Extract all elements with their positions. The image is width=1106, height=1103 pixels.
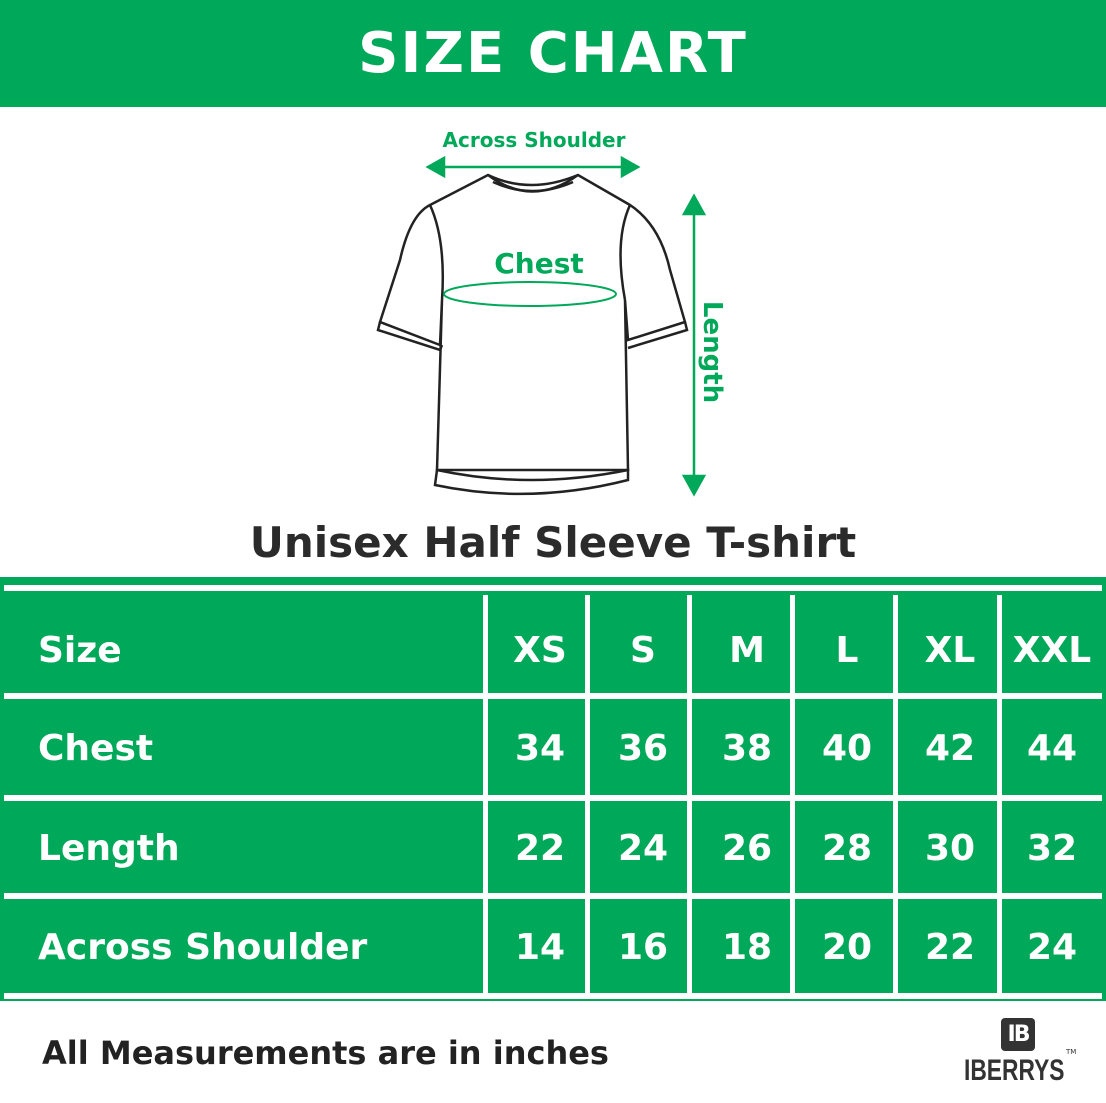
brand-logo: IB IBERRYS TM [964, 1018, 1084, 1094]
page-title: SIZE CHART [358, 21, 748, 86]
divider [4, 585, 1102, 591]
header-cell: XL [924, 629, 976, 671]
header-cell: L [835, 629, 859, 671]
divider [4, 993, 1102, 999]
measurement-note: All Measurements are in inches [42, 1034, 609, 1072]
divider [4, 795, 1102, 801]
table-cell: 44 [1026, 727, 1078, 769]
arrow-left-icon [425, 155, 446, 179]
divider [893, 595, 898, 995]
table-cell: 14 [514, 926, 566, 968]
table-cell: 34 [514, 727, 566, 769]
arrow-up-icon [681, 193, 707, 216]
divider [687, 595, 692, 995]
length-label: Length [697, 301, 727, 403]
brand-name: IBERRYS [964, 1054, 1065, 1087]
table-cell: 28 [821, 827, 873, 869]
table-cell: 24 [617, 827, 669, 869]
header-cell: S [630, 629, 656, 671]
brand-monogram: IB [1001, 1018, 1035, 1051]
divider [4, 693, 1102, 699]
divider [4, 893, 1102, 899]
table-cell: 22 [924, 926, 976, 968]
table-cell: 38 [721, 727, 773, 769]
tshirt-outline-icon [376, 173, 689, 496]
chest-label: Chest [494, 247, 584, 280]
divider [585, 595, 590, 995]
size-table: Size XS S M L XL XXL Chest 34 36 38 40 42 44 Length 22 2… [0, 577, 1106, 1001]
trademark: TM [1066, 1048, 1077, 1056]
title-banner: SIZE CHART [0, 0, 1106, 107]
table-cell: 22 [514, 827, 566, 869]
header-cell: Size [38, 629, 122, 671]
chest-ellipse [443, 281, 617, 307]
divider [997, 595, 1002, 995]
product-name: Unisex Half Sleeve T-shirt [249, 518, 857, 567]
divider [790, 595, 795, 995]
table-cell: 42 [924, 727, 976, 769]
header-cell: XS [513, 629, 567, 671]
table-cell: 30 [924, 827, 976, 869]
header-cell: XXL [1012, 629, 1092, 671]
header-cell: M [729, 629, 765, 671]
arrow-right-icon [620, 155, 641, 179]
table-cell: 40 [821, 727, 873, 769]
table-cell: 26 [721, 827, 773, 869]
row-label: Length [38, 827, 180, 869]
table-cell: 36 [617, 727, 669, 769]
across-shoulder-label: Across Shoulder [443, 128, 626, 152]
table-cell: 24 [1026, 926, 1078, 968]
table-cell: 16 [617, 926, 669, 968]
tshirt-diagram: Across Shoulder Chest Length [376, 128, 727, 497]
divider [483, 595, 488, 995]
table-cell: 20 [821, 926, 873, 968]
row-label: Across Shoulder [38, 926, 368, 968]
table-cell: 32 [1026, 827, 1078, 869]
monogram-text: IB [1007, 1022, 1031, 1047]
table-cell: 18 [721, 926, 773, 968]
row-label: Chest [38, 727, 154, 769]
arrow-down-icon [681, 474, 707, 497]
